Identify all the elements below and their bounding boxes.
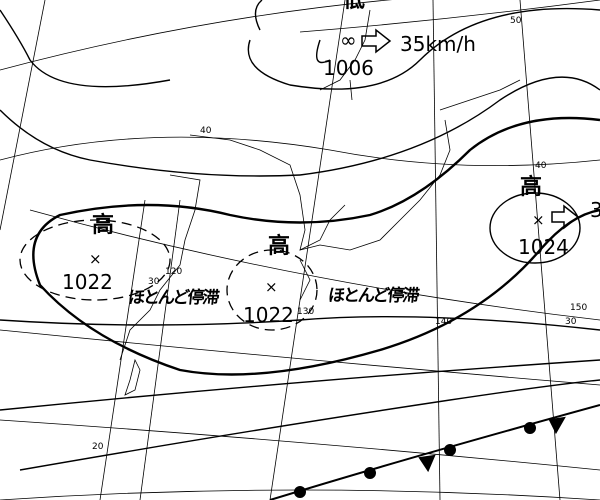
grid-label: 150 [570,303,588,313]
grid-label: 140 [435,317,453,327]
high-1-center-mark: × [89,250,102,268]
high-1-note: ほとんど停滞 [127,288,219,308]
motion-arrows [361,28,580,230]
high-2-symbol: 高 [268,234,291,259]
low-center-mark: ∞ [340,28,357,52]
grid-label: 40 [535,161,547,171]
grid-label: 30 [148,277,160,287]
high-1-pressure: 1022 [62,270,113,294]
high-2-note: ほとんど停滞 [327,286,419,306]
grid-label: 50 [510,16,522,26]
dashed-isobars [19,219,318,331]
front [269,404,600,500]
high-3-symbol: 高 [520,175,543,200]
high-3-motion: 3 [590,198,600,222]
isobars [0,0,600,471]
high-3-pressure: 1024 [518,235,569,259]
high-2-center-mark: × [265,278,278,296]
grid-label: 120 [165,267,183,277]
grid-label: 20 [92,442,104,452]
low-symbol: 低 [343,0,366,13]
grid-label: 30 [565,317,577,327]
high-3-center-mark: × [532,211,545,229]
grid-label: 40 [200,126,212,136]
thick-isobars [0,116,600,411]
coastlines [119,9,521,396]
high-1-symbol: 高 [92,213,115,238]
low-motion: 35km/h [400,32,476,56]
grid-label: 130 [297,307,315,317]
low-pressure: 1006 [323,56,374,80]
high-2-pressure: 1022 [243,303,294,327]
